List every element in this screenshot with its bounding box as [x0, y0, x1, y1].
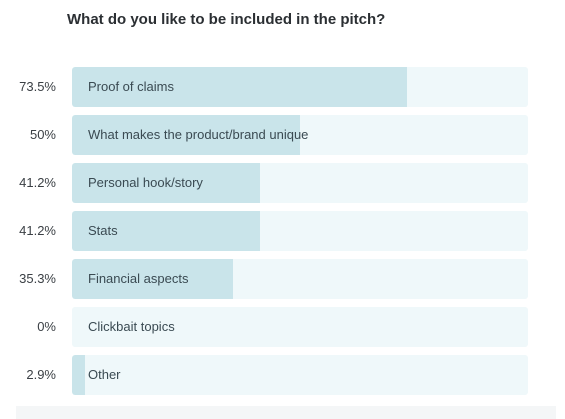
question-title: What do you like to be included in the p…: [67, 11, 386, 28]
option-percentage: 2.9%: [26, 367, 56, 382]
poll-option-row: 50% What makes the product/brand unique: [0, 115, 565, 155]
bar-track: [72, 67, 528, 107]
bar-track: [72, 115, 528, 155]
bar-track: [72, 259, 528, 299]
footer-strip: [16, 406, 556, 419]
bar-fill: [72, 211, 260, 251]
bar-fill: [72, 163, 260, 203]
bar-track: [72, 307, 528, 347]
poll-option-row: 0% Clickbait topics: [0, 307, 565, 347]
poll-option-row: 35.3% Financial aspects: [0, 259, 565, 299]
option-label: Proof of claims: [88, 79, 174, 94]
bar-fill: [72, 115, 300, 155]
bar-track: [72, 211, 528, 251]
poll-option-row: 41.2% Stats: [0, 211, 565, 251]
bar-fill: [72, 67, 407, 107]
option-percentage: 50%: [29, 127, 56, 142]
option-percentage: 41.2%: [19, 223, 56, 238]
option-percentage: 41.2%: [19, 175, 56, 190]
option-label: Clickbait topics: [88, 319, 175, 334]
option-label: Other: [88, 367, 121, 382]
option-percentage: 35.3%: [19, 271, 56, 286]
bar-track: [72, 355, 528, 395]
bar-track: [72, 163, 528, 203]
option-percentage: 0%: [37, 319, 56, 334]
bar-fill: [72, 355, 85, 395]
option-label: Financial aspects: [88, 271, 189, 286]
poll-option-row: 73.5% Proof of claims: [0, 67, 565, 107]
option-label: Stats: [88, 223, 118, 238]
poll-option-row: 2.9% Other: [0, 355, 565, 395]
option-percentage: 73.5%: [19, 79, 56, 94]
option-label: What makes the product/brand unique: [88, 127, 309, 142]
option-label: Personal hook/story: [88, 175, 203, 190]
bar-fill: [72, 259, 233, 299]
poll-option-row: 41.2% Personal hook/story: [0, 163, 565, 203]
